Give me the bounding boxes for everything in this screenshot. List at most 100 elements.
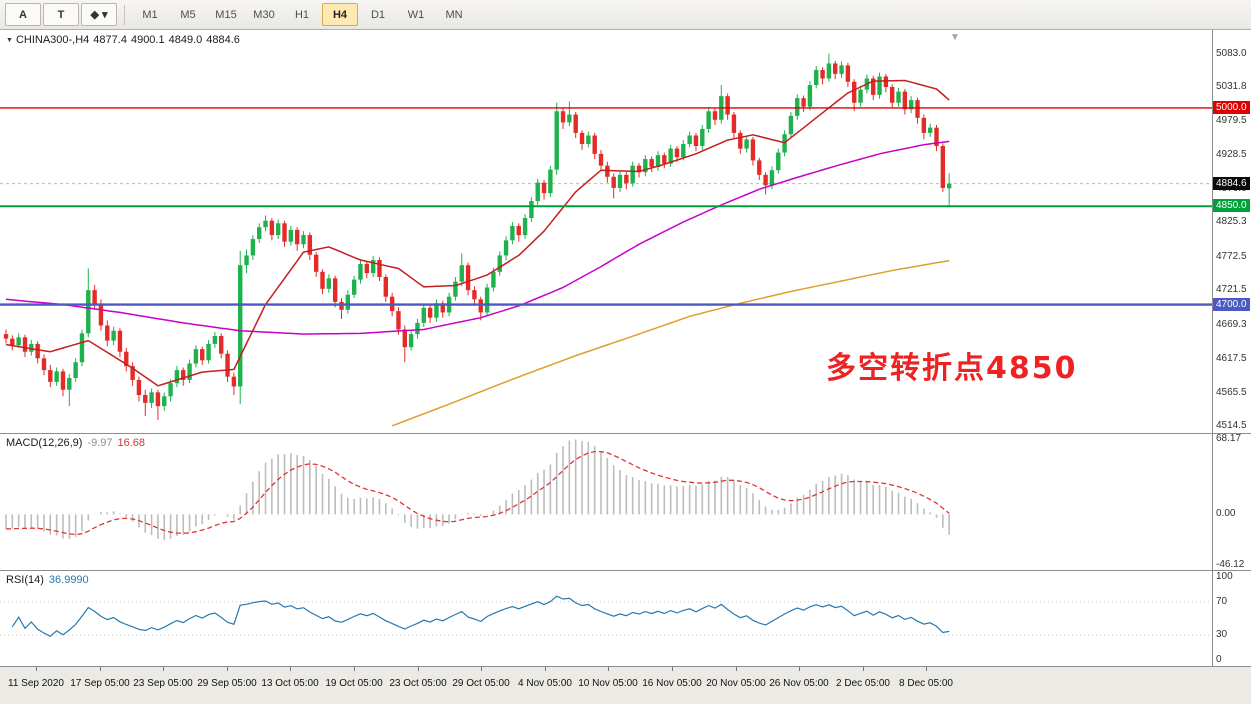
timeframe-m30-button[interactable]: M30 bbox=[253, 8, 275, 21]
time-tick-mark bbox=[608, 667, 609, 671]
axis-tick: 4617.5 bbox=[1216, 352, 1247, 364]
time-label: 16 Nov 05:00 bbox=[642, 678, 702, 689]
rsi-label: RSI(14) 36.9990 bbox=[6, 574, 94, 586]
symbol-period-label: CHINA300-,H4 bbox=[15, 34, 90, 46]
support-4850-price-label: 4850.0 bbox=[1213, 199, 1250, 213]
time-label: 4 Nov 05:00 bbox=[518, 678, 572, 689]
time-tick-mark bbox=[227, 667, 228, 671]
axis-tick: 0.00 bbox=[1216, 508, 1236, 520]
ma-red-line bbox=[5, 79, 950, 387]
rsi-canvas[interactable] bbox=[0, 571, 1212, 666]
price-axis[interactable]: 5083.05031.84979.54928.54876.64825.34772… bbox=[1212, 30, 1251, 433]
axis-tick: 4721.5 bbox=[1216, 284, 1247, 296]
time-label: 10 Nov 05:00 bbox=[578, 678, 638, 689]
low-value: 4849.0 bbox=[168, 34, 203, 46]
macd-histogram bbox=[5, 439, 950, 541]
axis-tick: 4514.5 bbox=[1216, 420, 1247, 432]
ma-magenta-line bbox=[5, 140, 950, 335]
ma-orange-line bbox=[391, 259, 950, 427]
time-tick-mark bbox=[418, 667, 419, 671]
toolbar: A T ◆ ▾ M1 M5 M15 M30 H1 H4 D1 W1 MN bbox=[0, 0, 1251, 30]
macd-signal-line bbox=[5, 450, 950, 536]
axis-tick: 4979.5 bbox=[1216, 115, 1247, 127]
time-tick-mark bbox=[799, 667, 800, 671]
time-label: 23 Oct 05:00 bbox=[389, 678, 447, 689]
time-tick-mark bbox=[863, 667, 864, 671]
time-label: 2 Dec 05:00 bbox=[836, 678, 890, 689]
rsi-axis[interactable]: 100 70 30 0 bbox=[1212, 571, 1251, 666]
time-label: 8 Dec 05:00 bbox=[899, 678, 953, 689]
rsi-title: RSI(14) bbox=[6, 574, 44, 586]
close-value: 4884.6 bbox=[206, 34, 240, 46]
resistance-5000-price-label: 5000.0 bbox=[1213, 100, 1250, 114]
toolbar-separator bbox=[124, 4, 125, 25]
price-chart-panel: ▼ CHINA300-,H4 4877.4 4900.1 4849.0 4884.6 ▼ … bbox=[0, 30, 1251, 433]
axis-tick: 5031.8 bbox=[1216, 81, 1247, 93]
macd-signal-value: 16.68 bbox=[117, 437, 146, 449]
time-tick-mark bbox=[926, 667, 927, 671]
axis-tick: 100 bbox=[1216, 571, 1233, 582]
timeframe-m15-button[interactable]: M15 bbox=[215, 8, 237, 21]
text-tool-button[interactable]: T bbox=[43, 3, 79, 26]
time-label: 20 Nov 05:00 bbox=[706, 678, 766, 689]
time-label: 11 Sep 2020 bbox=[8, 678, 64, 689]
axis-tick: 4565.5 bbox=[1216, 386, 1247, 398]
axis-tick: 5083.0 bbox=[1216, 47, 1247, 59]
shapes-dropdown-button[interactable]: ◆ ▾ bbox=[81, 3, 117, 26]
axis-tick: -46.12 bbox=[1216, 558, 1245, 570]
timeframe-d1-button[interactable]: D1 bbox=[370, 8, 386, 21]
axis-tick: 0 bbox=[1216, 654, 1222, 665]
axis-tick: 4772.5 bbox=[1216, 251, 1247, 263]
support-4700-price-label: 4700.0 bbox=[1213, 297, 1250, 311]
time-tick-mark bbox=[545, 667, 546, 671]
high-value: 4900.1 bbox=[130, 34, 165, 46]
timeframe-group: M1 M5 M15 M30 H1 H4 D1 W1 MN bbox=[132, 3, 472, 26]
time-tick-mark bbox=[163, 667, 164, 671]
axis-tick: 70 bbox=[1216, 595, 1228, 607]
time-label: 26 Nov 05:00 bbox=[769, 678, 829, 689]
chart-title: ▼ CHINA300-,H4 4877.4 4900.1 4849.0 4884.6 bbox=[6, 34, 244, 46]
macd-axis[interactable]: 68.17 0.00 -46.12 bbox=[1212, 433, 1251, 570]
timeframe-w1-button[interactable]: W1 bbox=[407, 8, 425, 21]
time-tick-mark bbox=[100, 667, 101, 671]
rsi-value: 36.9990 bbox=[48, 574, 89, 586]
timeframe-h1-button[interactable]: H1 bbox=[294, 8, 310, 21]
axis-tick: 30 bbox=[1216, 629, 1228, 641]
chart-shift-icon[interactable]: ▼ bbox=[950, 32, 960, 43]
time-label: 23 Sep 05:00 bbox=[133, 678, 193, 689]
time-axis[interactable]: 11 Sep 2020 17 Sep 05:00 23 Sep 05:00 29 Se… bbox=[0, 666, 1251, 704]
time-tick-mark bbox=[290, 667, 291, 671]
rsi-line bbox=[11, 595, 950, 638]
time-label: 29 Oct 05:00 bbox=[452, 678, 510, 689]
time-tick-mark bbox=[36, 667, 37, 671]
panel-separator bbox=[0, 570, 1251, 571]
macd-label: MACD(12,26,9) -9.97 16.68 bbox=[6, 437, 150, 449]
timeframe-m1-button[interactable]: M1 bbox=[142, 8, 158, 21]
macd-canvas[interactable] bbox=[0, 434, 1212, 570]
macd-main-value: -9.97 bbox=[87, 437, 113, 449]
time-tick-mark bbox=[481, 667, 482, 671]
macd-title: MACD(12,26,9) bbox=[6, 437, 83, 449]
time-tick-mark bbox=[354, 667, 355, 671]
panel-separator bbox=[0, 433, 1251, 434]
time-label: 17 Sep 05:00 bbox=[70, 678, 130, 689]
time-tick-mark bbox=[736, 667, 737, 671]
timeframe-h4-button[interactable]: H4 bbox=[322, 3, 358, 26]
macd-panel: MACD(12,26,9) -9.97 16.68 68.17 0.00 -46.12 bbox=[0, 433, 1251, 570]
a-tool-button[interactable]: A bbox=[5, 3, 41, 26]
axis-tick: 4669.3 bbox=[1216, 318, 1247, 330]
axis-tick: 4928.5 bbox=[1216, 148, 1247, 160]
time-label: 13 Oct 05:00 bbox=[261, 678, 319, 689]
time-label: 29 Sep 05:00 bbox=[197, 678, 257, 689]
axis-tick: 4825.3 bbox=[1216, 216, 1247, 228]
price-chart-canvas[interactable] bbox=[0, 30, 1212, 433]
drawing-tools-group: A T ◆ ▾ bbox=[5, 3, 117, 26]
timeframe-mn-button[interactable]: MN bbox=[445, 8, 463, 21]
candles-layer bbox=[3, 53, 952, 420]
timeframe-m5-button[interactable]: M5 bbox=[180, 8, 196, 21]
axis-tick: 68.17 bbox=[1216, 433, 1242, 445]
open-value: 4877.4 bbox=[93, 34, 127, 46]
time-label: 19 Oct 05:00 bbox=[325, 678, 383, 689]
symbol-marker-icon: ▼ bbox=[6, 37, 13, 44]
